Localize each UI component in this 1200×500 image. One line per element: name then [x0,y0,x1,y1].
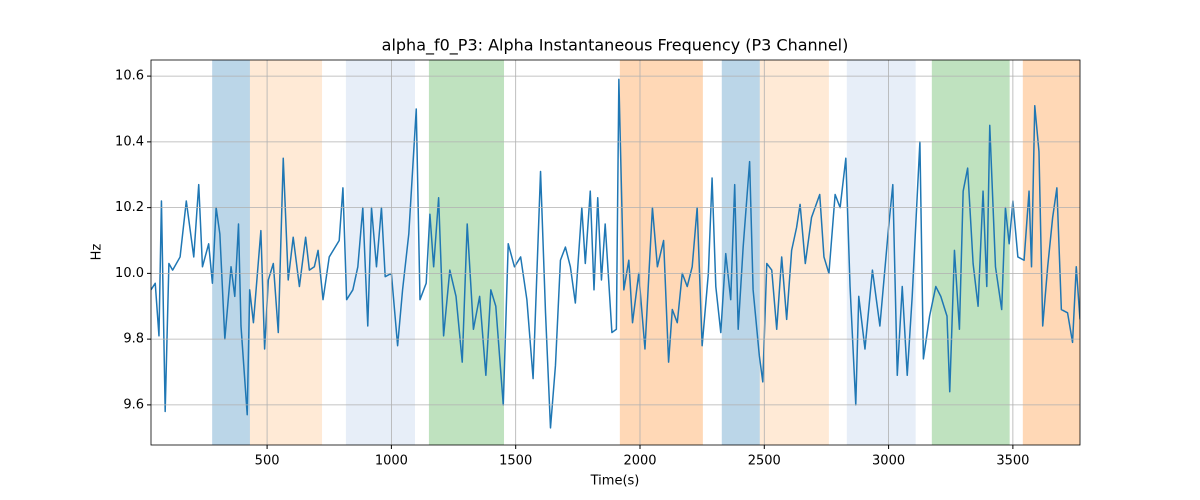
y-tick-label: 9.6 [123,397,144,412]
y-tick-label: 10.6 [115,69,144,84]
x-tick-label: 500 [255,454,280,469]
chart-title: alpha_f0_P3: Alpha Instantaneous Frequen… [382,36,849,56]
plot-area [151,60,1080,445]
x-tick-label: 3500 [996,454,1029,469]
y-tick-label: 10.4 [115,134,144,149]
shaded-span [931,60,1010,445]
x-tick-label: 1500 [499,454,532,469]
y-axis-label: Hz [90,244,105,261]
shaded-span [212,60,250,445]
x-tick-label: 1000 [375,454,408,469]
shaded-span [721,60,760,445]
data-line [151,78,1080,429]
y-tick-label: 9.8 [123,332,144,347]
x-tick-label: 2500 [748,454,781,469]
shaded-span [759,60,829,445]
x-tick-label: 3000 [872,454,905,469]
y-tick-label: 10.0 [115,266,144,281]
x-axis-label: Time(s) [590,474,640,489]
y-tick-label: 10.2 [115,200,144,215]
shaded-span [345,60,416,445]
axes-frame [150,59,1081,446]
shaded-span [846,60,916,445]
x-tick-label: 2000 [623,454,656,469]
shaded-span [249,60,323,445]
